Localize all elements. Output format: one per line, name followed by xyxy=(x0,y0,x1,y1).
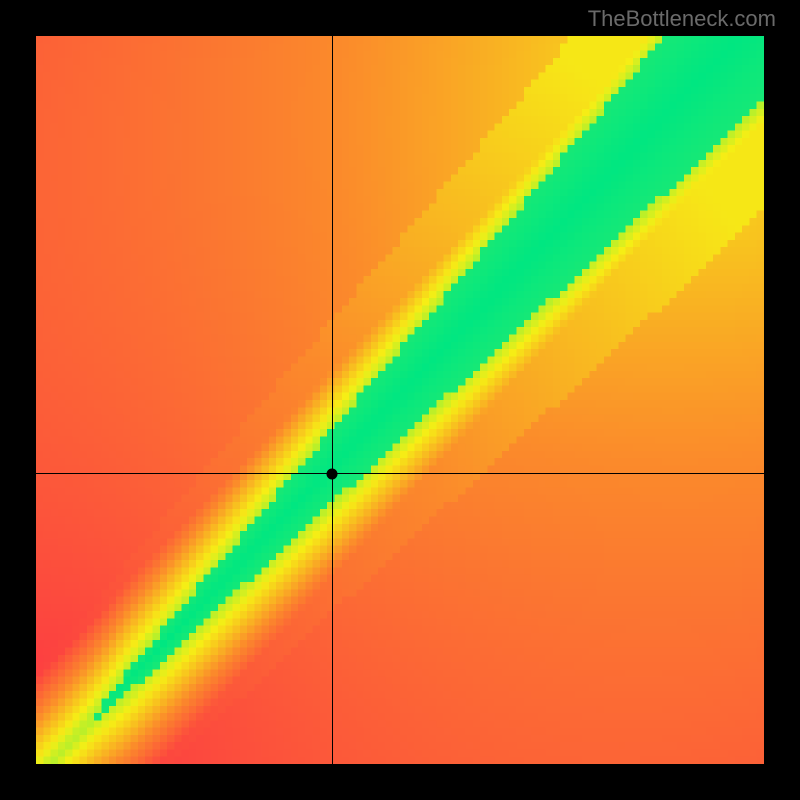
watermark-text: TheBottleneck.com xyxy=(588,6,776,32)
crosshair-vertical xyxy=(332,36,333,764)
crosshair-marker xyxy=(327,468,338,479)
heatmap-canvas xyxy=(36,36,764,764)
heatmap-plot xyxy=(36,36,764,764)
crosshair-horizontal xyxy=(36,473,764,474)
